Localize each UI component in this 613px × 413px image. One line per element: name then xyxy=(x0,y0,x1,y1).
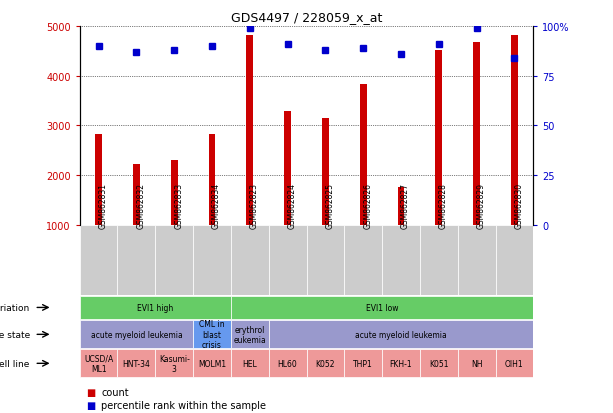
Bar xyxy=(345,349,382,377)
Bar xyxy=(382,349,420,377)
Text: MOLM1: MOLM1 xyxy=(198,359,226,368)
Bar xyxy=(155,349,193,377)
Text: ■: ■ xyxy=(86,387,95,397)
Bar xyxy=(360,84,367,225)
Text: HNT-34: HNT-34 xyxy=(123,359,150,368)
Bar xyxy=(398,188,405,225)
Bar xyxy=(458,225,495,295)
Text: count: count xyxy=(101,387,129,397)
Text: K052: K052 xyxy=(316,359,335,368)
Bar xyxy=(435,51,442,225)
Title: GDS4497 / 228059_x_at: GDS4497 / 228059_x_at xyxy=(231,11,382,24)
Bar xyxy=(231,320,268,349)
Bar xyxy=(80,349,118,377)
Bar xyxy=(511,36,518,225)
Text: GSM862831: GSM862831 xyxy=(99,183,108,229)
Bar xyxy=(231,296,533,320)
Text: GSM862830: GSM862830 xyxy=(514,183,524,229)
Text: GSM862823: GSM862823 xyxy=(250,183,259,229)
Bar xyxy=(420,225,458,295)
Text: ■: ■ xyxy=(86,400,95,410)
Text: HL60: HL60 xyxy=(278,359,297,368)
Bar xyxy=(193,320,231,349)
Bar xyxy=(473,43,480,225)
Bar xyxy=(208,135,215,225)
Bar xyxy=(171,160,178,225)
Bar xyxy=(193,349,231,377)
Text: GSM862824: GSM862824 xyxy=(287,183,297,229)
Text: acute myeloid leukemia: acute myeloid leukemia xyxy=(91,330,182,339)
Text: EVI1 low: EVI1 low xyxy=(366,303,398,312)
Bar xyxy=(268,320,533,349)
Bar xyxy=(246,36,253,225)
Text: GSM862833: GSM862833 xyxy=(174,183,183,229)
Text: CML in
blast
crisis: CML in blast crisis xyxy=(199,320,225,349)
Bar xyxy=(268,349,306,377)
Bar xyxy=(118,349,155,377)
Bar xyxy=(155,225,193,295)
Bar xyxy=(231,225,268,295)
Text: genotype/variation: genotype/variation xyxy=(0,303,30,312)
Bar xyxy=(80,320,193,349)
Text: GSM862829: GSM862829 xyxy=(477,183,485,229)
Bar xyxy=(80,296,231,320)
Text: OIH1: OIH1 xyxy=(505,359,524,368)
Text: NH: NH xyxy=(471,359,482,368)
Text: THP1: THP1 xyxy=(353,359,373,368)
Bar xyxy=(495,349,533,377)
Text: GSM862825: GSM862825 xyxy=(326,183,335,229)
Bar xyxy=(382,225,420,295)
Bar xyxy=(95,135,102,225)
Bar xyxy=(306,225,345,295)
Bar xyxy=(345,225,382,295)
Bar xyxy=(284,112,291,225)
Text: HEL: HEL xyxy=(242,359,257,368)
Text: UCSD/A
ML1: UCSD/A ML1 xyxy=(84,354,113,373)
Bar xyxy=(322,119,329,225)
Text: percentile rank within the sample: percentile rank within the sample xyxy=(101,400,266,410)
Bar xyxy=(231,349,268,377)
Text: GSM862826: GSM862826 xyxy=(363,183,372,229)
Bar xyxy=(458,349,495,377)
Text: EVI1 high: EVI1 high xyxy=(137,303,173,312)
Text: acute myeloid leukemia: acute myeloid leukemia xyxy=(355,330,447,339)
Text: erythrol
eukemia: erythrol eukemia xyxy=(234,325,266,344)
Text: disease state: disease state xyxy=(0,330,30,339)
Bar xyxy=(133,165,140,225)
Bar xyxy=(80,225,118,295)
Text: Kasumi-
3: Kasumi- 3 xyxy=(159,354,189,373)
Text: GSM862834: GSM862834 xyxy=(212,183,221,229)
Text: GSM862832: GSM862832 xyxy=(136,183,145,229)
Bar xyxy=(495,225,533,295)
Bar xyxy=(118,225,155,295)
Text: K051: K051 xyxy=(429,359,449,368)
Text: cell line: cell line xyxy=(0,359,30,368)
Bar xyxy=(420,349,458,377)
Bar xyxy=(306,349,345,377)
Text: FKH-1: FKH-1 xyxy=(390,359,413,368)
Text: GSM862828: GSM862828 xyxy=(439,183,448,229)
Text: GSM862827: GSM862827 xyxy=(401,183,410,229)
Bar xyxy=(268,225,306,295)
Bar xyxy=(193,225,231,295)
